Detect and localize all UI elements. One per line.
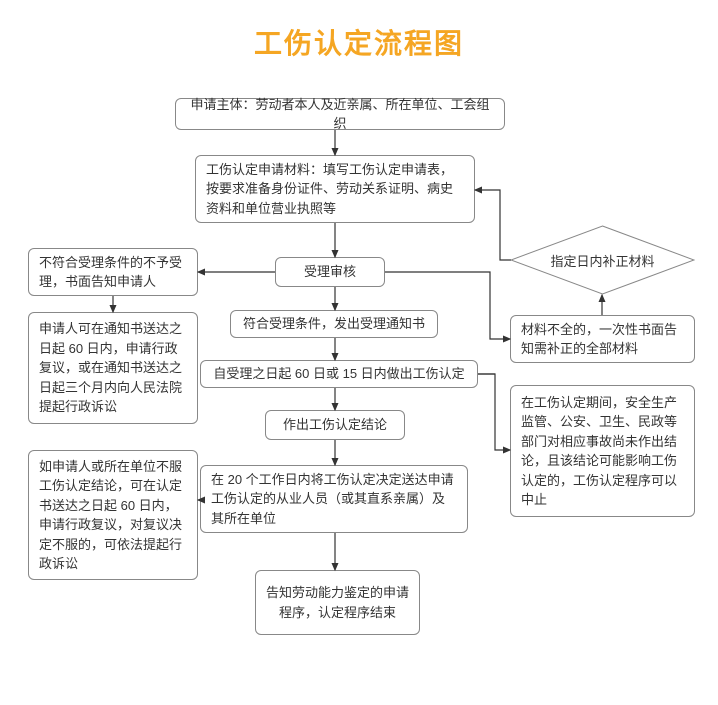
node-appeal-conclusion: 如申请人或所在单位不服工伤认定结论，可在认定书送达之日起 60 日内，申请行政复… xyxy=(28,450,198,580)
node-label: 如申请人或所在单位不服工伤认定结论，可在认定书送达之日起 60 日内，申请行政复… xyxy=(39,457,187,574)
node-deliver-20days: 在 20 个工作日内将工伤认定决定送达申请工伤认定的从业人员（或其直系亲属）及其… xyxy=(200,465,468,533)
node-review: 受理审核 xyxy=(275,257,385,287)
page-title: 工伤认定流程图 xyxy=(0,22,718,62)
node-label: 工伤认定申请材料：填写工伤认定申请表，按要求准备身份证件、劳动关系证明、病史资料… xyxy=(206,160,464,219)
node-label: 指定日内补正材料 xyxy=(550,251,654,270)
node-label: 申请人可在通知书送达之日起 60 日内，申请行政复议，或在通知书送达之日起三个月… xyxy=(39,319,187,417)
node-60-15-days: 自受理之日起 60 日或 15 日内做出工伤认定 xyxy=(200,360,478,388)
node-suspend: 在工伤认定期间，安全生产监管、公安、卫生、民政等部门对相应事故尚未作出结论，且该… xyxy=(510,385,695,517)
node-incomplete-materials: 材料不全的，一次性书面告知需补正的全部材料 xyxy=(510,315,695,363)
node-materials: 工伤认定申请材料：填写工伤认定申请表，按要求准备身份证件、劳动关系证明、病史资料… xyxy=(195,155,475,223)
node-label: 符合受理条件，发出受理通知书 xyxy=(243,314,425,334)
node-conclusion: 作出工伤认定结论 xyxy=(265,410,405,440)
node-label: 申请主体：劳动者本人及近亲属、所在单位、工会组织 xyxy=(186,95,494,134)
node-label: 告知劳动能力鉴定的申请程序，认定程序结束 xyxy=(266,583,409,622)
node-label: 受理审核 xyxy=(304,262,356,282)
node-label: 自受理之日起 60 日或 15 日内做出工伤认定 xyxy=(213,364,464,384)
node-label: 不符合受理条件的不予受理，书面告知申请人 xyxy=(39,253,187,292)
node-label: 在工伤认定期间，安全生产监管、公安、卫生、民政等部门对相应事故尚未作出结论，且该… xyxy=(521,393,684,510)
node-reconsideration-60d: 申请人可在通知书送达之日起 60 日内，申请行政复议，或在通知书送达之日起三个月… xyxy=(28,312,198,424)
node-label: 材料不全的，一次性书面告知需补正的全部材料 xyxy=(521,320,684,359)
node-supplement-decision: 指定日内补正材料 xyxy=(510,225,695,295)
node-end: 告知劳动能力鉴定的申请程序，认定程序结束 xyxy=(255,570,420,635)
node-reject-notice: 不符合受理条件的不予受理，书面告知申请人 xyxy=(28,248,198,296)
node-accept-notice: 符合受理条件，发出受理通知书 xyxy=(230,310,438,338)
node-label: 在 20 个工作日内将工伤认定决定送达申请工伤认定的从业人员（或其直系亲属）及其… xyxy=(211,470,457,529)
node-applicant: 申请主体：劳动者本人及近亲属、所在单位、工会组织 xyxy=(175,98,505,130)
node-label: 作出工伤认定结论 xyxy=(283,415,387,435)
